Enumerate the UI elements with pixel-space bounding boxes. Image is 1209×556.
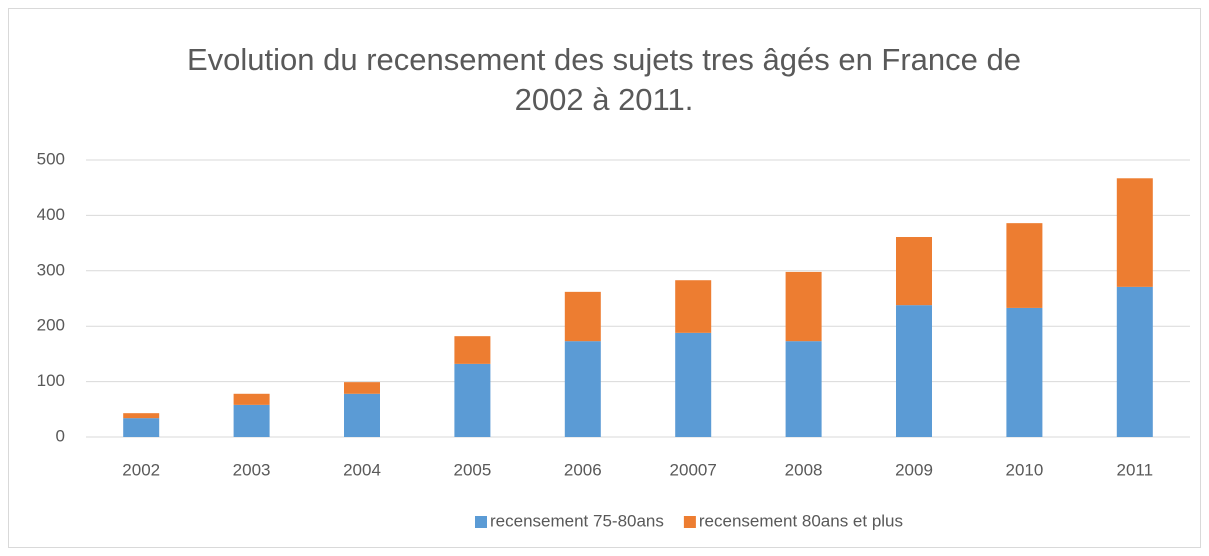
x-tick-label: 2003 [233,460,271,479]
legend-swatch [683,516,696,528]
bar-segment [233,404,270,437]
bar-segment [344,393,380,437]
legend-swatch [475,516,487,528]
x-tick-label: 2006 [564,460,602,479]
y-tick-label: 100 [37,371,65,390]
bar-segment [785,341,822,437]
bar-segment [675,280,712,333]
legend-label: recensement 80ans et plus [699,511,903,530]
x-tick-label: 2009 [895,460,933,479]
x-tick-label: 2002 [122,460,160,479]
y-tick-label: 0 [56,426,65,445]
bar-segment [564,291,601,342]
x-tick-label: 2010 [1005,460,1043,479]
bar-segment [1006,223,1043,308]
bar-segment [675,332,712,437]
bar-segment [233,393,270,405]
x-tick-label: 2011 [1117,460,1154,479]
x-tick-label: 2004 [343,460,381,479]
bar-segment [123,413,160,419]
chart-border [8,8,1201,548]
legend-label: recensement 75-80ans [490,511,664,530]
x-tick-label: 20007 [670,460,717,479]
x-tick-label: 2008 [785,460,823,479]
bar-segment [785,271,822,342]
bar-segment [454,336,491,364]
y-tick-label: 400 [37,205,65,224]
bar-segment [564,341,601,437]
bar-segment [896,305,932,437]
y-tick-label: 500 [37,149,65,168]
bar-segment [1116,286,1153,437]
y-tick-label: 200 [37,316,65,335]
bar-segment [896,237,932,306]
bar-segment [1006,307,1043,437]
bar-segment [454,363,491,437]
chart-title: Evolution du recensement des sujets tres… [186,42,1022,117]
bar-segment [1116,178,1153,287]
x-tick-label: 2005 [453,460,491,479]
bar-segment [344,382,380,394]
y-tick-label: 300 [37,260,65,279]
bar-segment [123,418,160,437]
